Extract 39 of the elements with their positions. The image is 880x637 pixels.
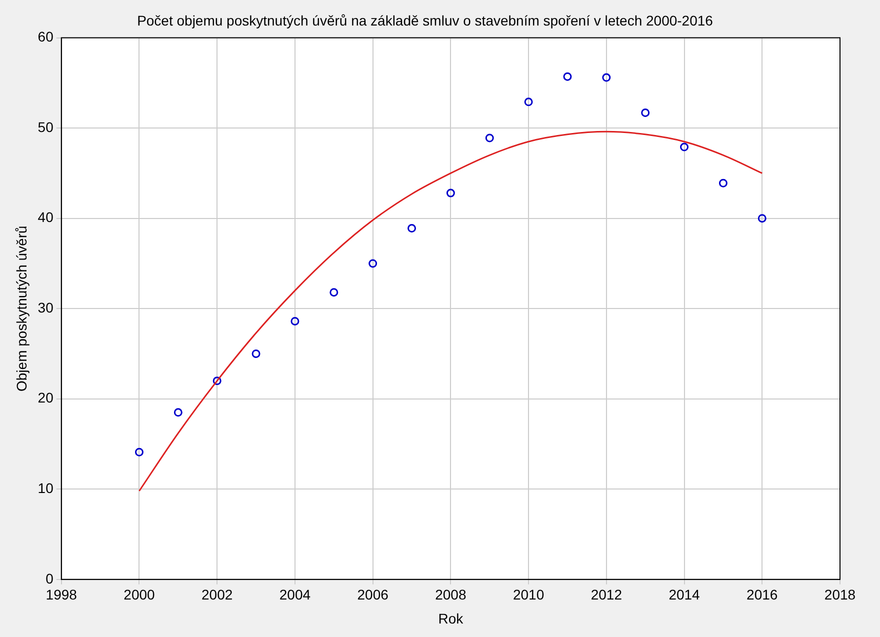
y-tick-label: 0: [46, 570, 54, 586]
y-axis-title: Objem poskytnutých úvěrů: [13, 226, 30, 392]
x-tick-label: 2014: [668, 586, 700, 603]
y-tick-label: 60: [38, 28, 54, 45]
point: [330, 288, 338, 297]
x-tick-label: 2006: [357, 586, 389, 603]
x-tick-label: 2000: [124, 586, 156, 603]
point: [290, 316, 300, 326]
x-axis-title: Rok: [438, 610, 464, 626]
point: [212, 376, 222, 386]
point: [563, 72, 572, 81]
point: [641, 108, 650, 117]
point: [446, 188, 455, 198]
point: [252, 349, 260, 358]
line-series: [138, 130, 763, 492]
point: [718, 178, 728, 188]
x-tick-label: 2008: [435, 586, 466, 603]
y-tick-label: 10: [38, 480, 54, 496]
y-tick-label: 40: [38, 209, 54, 226]
x-tick-label: 2002: [202, 586, 233, 603]
point: [602, 73, 611, 82]
x-tick-label: 2004: [279, 586, 311, 603]
chart-title: Počet objemu poskytnutých úvěrů na základě smluv o stavebním spoření v letech 2000-2016: [137, 12, 714, 28]
point: [758, 214, 766, 223]
x-tick-label: 2018: [824, 586, 856, 603]
x-tick-label: 1998: [46, 586, 78, 603]
x-tick-label: 2010: [512, 586, 544, 603]
y-tick-label: 30: [38, 299, 54, 316]
point: [680, 142, 689, 152]
y-tick-label: 50: [38, 118, 54, 135]
point: [408, 224, 416, 233]
point: [134, 448, 144, 456]
point: [524, 98, 533, 106]
point: [485, 134, 494, 142]
x-tick-label: 2012: [590, 586, 622, 603]
y-tick-label: 20: [38, 390, 54, 406]
x-tick-label: 2016: [746, 586, 778, 603]
point: [174, 408, 182, 417]
point: [368, 259, 378, 268]
